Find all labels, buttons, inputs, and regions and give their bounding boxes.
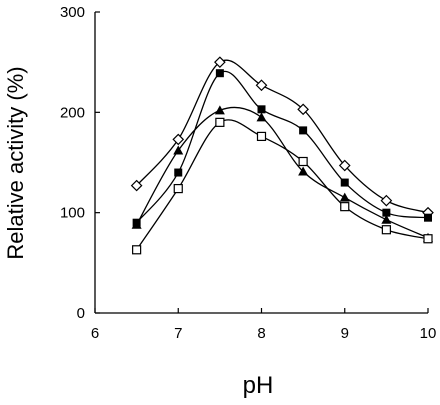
series-4-point	[256, 131, 267, 142]
series-3-point	[173, 145, 184, 155]
x-tick-label: 8	[257, 325, 265, 342]
y-tick-label: 200	[60, 104, 85, 121]
series-1-point	[297, 103, 309, 116]
series-3-point	[298, 166, 309, 176]
series-3-point	[256, 112, 267, 122]
series-3-point	[214, 105, 225, 115]
y-tick-label: 100	[60, 205, 85, 222]
x-tick-label: 10	[420, 325, 437, 342]
series-1-line	[136, 59, 429, 214]
series-4-point	[215, 117, 225, 127]
markers	[130, 56, 434, 255]
x-tick-label: 7	[174, 325, 182, 342]
series-2-point	[174, 168, 183, 177]
series-2-point	[257, 105, 266, 114]
series-3-point	[339, 192, 350, 202]
y-tick-label: 300	[60, 4, 85, 21]
x-tick-label: 6	[91, 325, 99, 342]
series-4-point	[381, 225, 391, 235]
series-4-point	[340, 202, 350, 212]
y-axis-title: Relative activity (%)	[3, 66, 28, 259]
series-1-point	[130, 179, 143, 192]
series-4-point	[423, 234, 433, 244]
series-4-point	[132, 245, 142, 255]
series-4-point	[173, 183, 183, 194]
series-1-point	[214, 56, 226, 69]
series-2-point	[424, 213, 432, 222]
series-2-point	[299, 126, 308, 135]
series-4-point	[298, 156, 308, 167]
series-2-point	[382, 208, 391, 217]
series-2-line	[136, 70, 429, 224]
series-3-point	[131, 219, 142, 229]
series-1-point	[338, 159, 351, 172]
y-tick-label: 0	[77, 305, 85, 322]
x-tick-label: 9	[341, 325, 349, 342]
series-3-point	[381, 214, 392, 224]
axes: 0 100 200 300 6 7 8 9 10	[60, 4, 436, 342]
series-2-point	[340, 178, 349, 187]
series-1-point	[380, 194, 393, 207]
series-2-point	[215, 69, 224, 78]
series-1-point	[255, 79, 268, 92]
x-axis-title: pH	[243, 372, 274, 399]
series-1-point	[172, 133, 185, 146]
